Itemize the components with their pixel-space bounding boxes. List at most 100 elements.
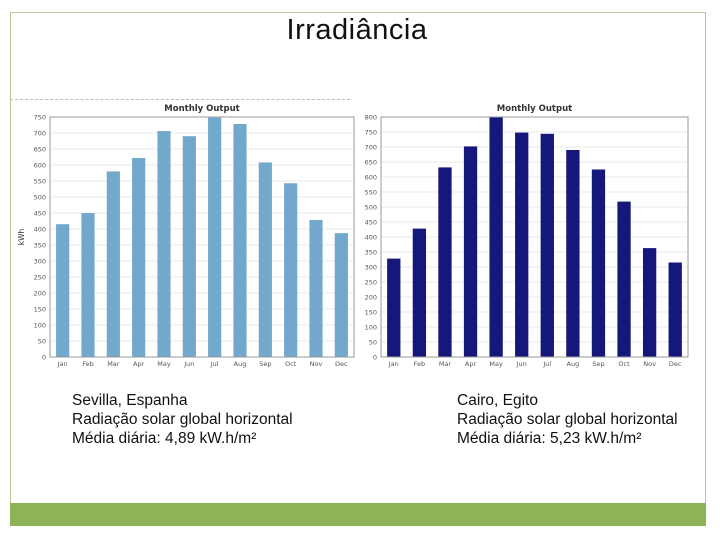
- bar-feb: [81, 213, 95, 357]
- cairo-daily-average: Média diária: 5,23 kW.h/m²: [457, 430, 642, 447]
- y-tick-label: 150: [365, 309, 377, 317]
- x-tick-label: Apr: [465, 360, 477, 368]
- y-tick-label: 100: [34, 322, 46, 330]
- cairo-caption: Cairo, Egito Radiação solar global horiz…: [457, 391, 678, 448]
- x-tick-label: Jan: [57, 360, 68, 368]
- y-tick-label: 600: [34, 162, 46, 170]
- x-tick-label: Mar: [107, 360, 120, 368]
- x-tick-label: Jun: [516, 360, 527, 368]
- y-tick-label: 400: [365, 234, 377, 242]
- x-tick-label: Feb: [414, 360, 426, 368]
- bar-feb: [412, 228, 427, 357]
- bar-sep: [591, 169, 606, 357]
- bar-apr: [463, 146, 478, 357]
- cairo-location: Cairo, Egito: [457, 392, 538, 409]
- y-tick-label: 650: [365, 159, 377, 167]
- y-tick-label: 500: [365, 204, 377, 212]
- footer-bar: [10, 503, 706, 526]
- chart-title: Monthly Output: [497, 104, 572, 114]
- bar-may: [157, 131, 171, 357]
- y-tick-label: 50: [369, 339, 377, 347]
- chart-title: Monthly Output: [164, 104, 239, 114]
- y-tick-label: 300: [365, 264, 377, 272]
- y-tick-label: 50: [38, 338, 46, 346]
- plot-frame: [49, 116, 355, 358]
- title-divider: [10, 99, 350, 100]
- cairo-monthly-output-chart: Monthly Output 0 50 100 150 200 250 300 350 400 45…: [365, 104, 689, 368]
- bar-oct: [284, 183, 298, 357]
- y-tick-label: 600: [365, 174, 377, 182]
- x-tick-label: Nov: [310, 360, 323, 368]
- sevilla-location: Sevilla, Espanha: [72, 392, 188, 409]
- bar-jul: [208, 117, 222, 357]
- bar-aug: [233, 124, 247, 357]
- y-tick-label: 550: [34, 178, 46, 186]
- y-tick-label: 500: [34, 194, 46, 202]
- x-tick-label: May: [489, 360, 503, 368]
- y-tick-label: 250: [34, 274, 46, 282]
- bar-dec: [334, 233, 348, 357]
- sevilla-caption: Sevilla, Espanha Radiação solar global h…: [72, 391, 293, 448]
- y-tick-label: 450: [365, 219, 377, 227]
- sevilla-monthly-output-chart: Monthly Output kWh 0 50 100 150 200 250 300 350 40…: [17, 104, 355, 368]
- x-tick-label: Sep: [259, 360, 271, 368]
- x-tick-label: Jul: [542, 360, 551, 368]
- x-tick-label: Sep: [592, 360, 604, 368]
- plot-frame: [380, 116, 689, 358]
- y-tick-label: 350: [34, 242, 46, 250]
- plot-area: [49, 116, 355, 358]
- y-tick-label: 200: [34, 290, 46, 298]
- y-tick-label: 0: [42, 354, 46, 362]
- y-tick-label: 100: [365, 324, 377, 332]
- y-axis-label: kWh: [17, 228, 26, 245]
- bar-jan: [387, 258, 401, 357]
- y-tick-label: 550: [365, 189, 377, 197]
- y-tick-label: 700: [34, 130, 46, 138]
- x-tick-label: Feb: [82, 360, 94, 368]
- x-tick-label: May: [157, 360, 171, 368]
- bar-apr: [132, 157, 146, 357]
- bar-dec: [668, 262, 682, 357]
- y-tick-label: 350: [365, 249, 377, 257]
- bar-nov: [642, 248, 657, 357]
- bar-mar: [438, 167, 452, 357]
- x-tick-label: Jun: [183, 360, 194, 368]
- bar-oct: [617, 201, 631, 357]
- y-tick-label: 800: [365, 114, 377, 122]
- bar-jan: [56, 224, 70, 357]
- y-tick-label: 700: [365, 144, 377, 152]
- y-tick-label: 300: [34, 258, 46, 266]
- sevilla-description: Radiação solar global horizontal: [72, 411, 293, 428]
- x-tick-label: Jul: [210, 360, 219, 368]
- x-tick-label: Mar: [439, 360, 452, 368]
- y-tick-label: 450: [34, 210, 46, 218]
- x-tick-label: Dec: [669, 360, 682, 368]
- y-tick-label: 0: [373, 354, 377, 362]
- x-tick-label: Apr: [133, 360, 145, 368]
- bar-sep: [258, 162, 272, 357]
- x-tick-label: Nov: [643, 360, 656, 368]
- x-tick-label: Jan: [388, 360, 399, 368]
- bar-aug: [566, 150, 580, 357]
- y-tick-label: 150: [34, 306, 46, 314]
- x-tick-label: Aug: [567, 360, 580, 368]
- bar-mar: [106, 171, 120, 357]
- bar-jun: [182, 136, 196, 357]
- bar-jun: [515, 132, 529, 357]
- y-tick-label: 750: [365, 129, 377, 137]
- y-tick-label: 750: [34, 114, 46, 122]
- x-tick-label: Aug: [234, 360, 247, 368]
- sevilla-daily-average: Média diária: 4,89 kW.h/m²: [72, 430, 257, 447]
- y-tick-label: 200: [365, 294, 377, 302]
- y-tick-label: 400: [34, 226, 46, 234]
- x-tick-label: Oct: [618, 360, 630, 368]
- y-tick-label: 250: [365, 279, 377, 287]
- y-tick-label: 650: [34, 146, 46, 154]
- x-tick-label: Oct: [285, 360, 297, 368]
- bar-nov: [309, 220, 323, 357]
- bar-may: [489, 117, 503, 357]
- slide-title: Irradiância: [286, 14, 428, 46]
- bar-jul: [540, 133, 554, 357]
- x-tick-label: Dec: [335, 360, 348, 368]
- cairo-description: Radiação solar global horizontal: [457, 411, 678, 428]
